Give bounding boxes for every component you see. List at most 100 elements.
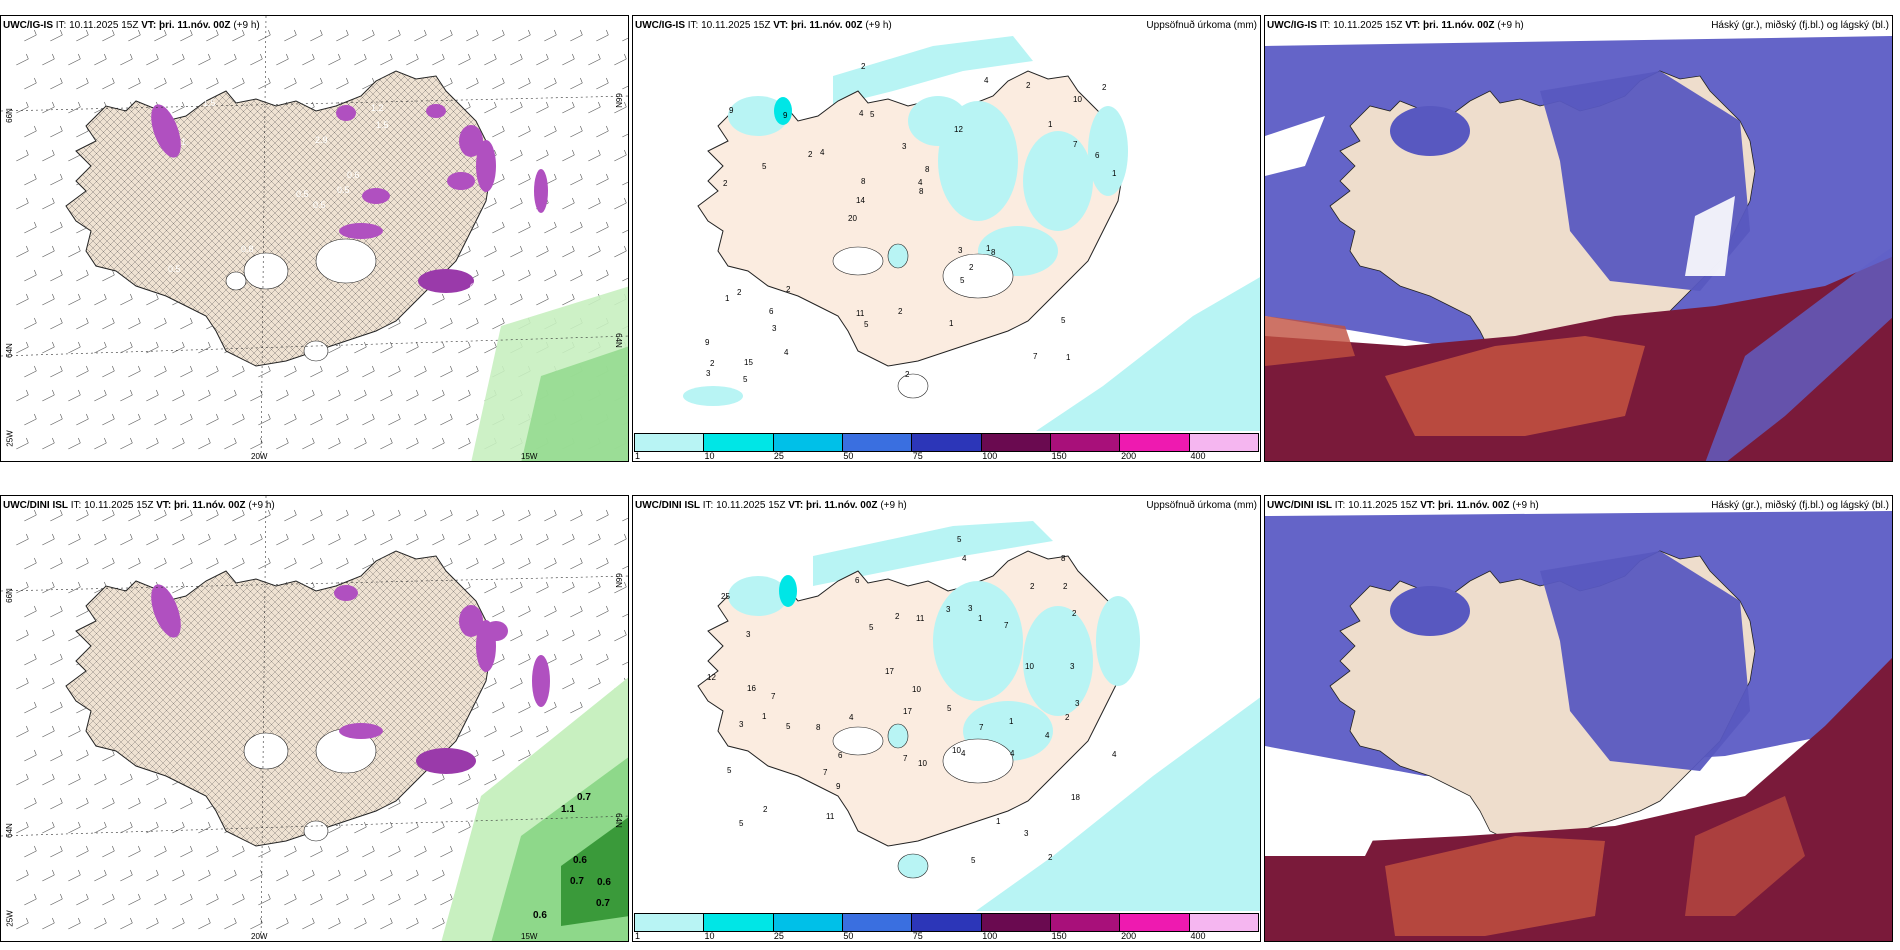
colorbar-swatch — [981, 914, 1051, 931]
colorbar-tick: 1 — [635, 931, 641, 941]
wind-barb — [380, 821, 393, 834]
wind-barb — [432, 293, 445, 306]
precip-value: 10 — [952, 746, 961, 755]
wind-barb — [42, 197, 55, 210]
wind-barb — [50, 29, 63, 42]
wind-barb — [588, 533, 601, 546]
wind-barb — [510, 677, 523, 690]
wind-barb — [120, 821, 133, 834]
precip-value: 2 — [763, 805, 768, 814]
wind-value: 0.7 — [577, 792, 591, 803]
wind-barb — [16, 101, 29, 114]
wind-barb — [484, 245, 497, 258]
wind-barb — [466, 77, 479, 90]
precip-value: 2 — [861, 62, 866, 71]
wind-barb — [232, 557, 245, 570]
wind-barb — [154, 797, 167, 810]
wind-barb — [432, 917, 445, 930]
precip-value: 6 — [769, 307, 774, 316]
wind-barb — [562, 293, 575, 306]
wind-barb — [128, 557, 141, 570]
wind-barb — [68, 341, 81, 354]
precip-value: 1 — [725, 294, 730, 303]
wind-barb — [42, 533, 55, 546]
wind-barb — [518, 173, 531, 186]
wind-barb — [510, 629, 523, 642]
precip-value: 3 — [958, 246, 963, 255]
precip-value: 4 — [820, 148, 825, 157]
wind-barb — [120, 773, 133, 786]
wind-barb — [276, 437, 289, 450]
panel-header: UWC/DINI ISL IT: 10.11.2025 15Z VT: þri.… — [635, 500, 907, 511]
wind-barb — [492, 653, 505, 666]
wind-barb — [24, 221, 37, 234]
precip-value: 2 — [1065, 713, 1070, 722]
wind-barb — [24, 317, 37, 330]
wind-barb — [128, 29, 141, 42]
wind-barb — [50, 221, 63, 234]
wind-barb — [94, 389, 107, 402]
precip-value: 17 — [885, 667, 894, 676]
wind-barb — [42, 869, 55, 882]
wind-barb — [16, 917, 29, 930]
wind-barb — [232, 893, 245, 906]
colorbar-swatch — [773, 914, 843, 931]
wind-barb — [614, 581, 627, 594]
wind-barb — [622, 133, 628, 138]
wind-barb — [16, 725, 29, 738]
wind-barb — [588, 149, 601, 162]
panel-precip-top: UWC/IG-IS IT: 10.11.2025 15Z VT: þri. 11… — [632, 15, 1261, 462]
wind-barb — [414, 317, 427, 330]
precip-value: 4 — [784, 348, 789, 357]
wind-value: 1 — [181, 137, 186, 147]
wind-barb — [206, 893, 219, 906]
wind-barb — [484, 197, 497, 210]
wind-barb — [198, 869, 211, 882]
wind-barb — [466, 413, 479, 426]
wind-barb — [16, 149, 29, 162]
wind-barb — [172, 53, 185, 66]
wind-barb — [544, 29, 557, 42]
precip-value: 8 — [816, 723, 821, 732]
wind-barb — [128, 893, 141, 906]
wind-barb — [94, 773, 107, 786]
wind-barb — [440, 845, 453, 858]
wind-barb — [544, 509, 557, 522]
precip-value: 8 — [925, 165, 930, 174]
wind-barb — [120, 293, 133, 306]
precip-value: 8 — [1061, 554, 1066, 563]
precip-value: 10 — [912, 685, 921, 694]
wind-barb — [16, 197, 29, 210]
wind-barb — [536, 101, 549, 114]
wind-barb — [588, 677, 601, 690]
wind-barb — [596, 557, 609, 570]
wind-value: 0.5 — [313, 200, 326, 210]
colorbar: 1 10 25 50 75 100 150 200 400 — [633, 431, 1260, 461]
precip-value: 3 — [946, 605, 951, 614]
wind-barb — [76, 749, 89, 762]
colorbar-swatch — [704, 434, 774, 451]
precip-value: 4 — [961, 749, 966, 758]
lat-label-right-66: 66N — [614, 93, 624, 108]
wind-barb — [24, 797, 37, 810]
wind-barb — [414, 365, 427, 378]
lat-label-right-64: 64N — [614, 333, 624, 348]
wind-barb — [492, 77, 505, 90]
wind-barb — [76, 797, 89, 810]
precip-value: 8 — [861, 177, 866, 186]
wind-barb — [16, 677, 29, 690]
wind-barb — [484, 725, 497, 738]
wind-barb — [622, 37, 628, 42]
wind-barb — [544, 221, 557, 234]
wind-barb — [414, 797, 427, 810]
precip-value: 11 — [826, 812, 835, 821]
wind-barb — [94, 917, 107, 930]
wind-barb — [120, 917, 133, 930]
wind-barb — [24, 605, 37, 618]
wind-barb — [146, 917, 159, 930]
precip-value: 4 — [849, 713, 854, 722]
precip-value: 9 — [705, 338, 710, 347]
precip-value: 5 — [739, 819, 744, 828]
wind-barb — [336, 29, 349, 42]
wind-barb — [76, 77, 89, 90]
